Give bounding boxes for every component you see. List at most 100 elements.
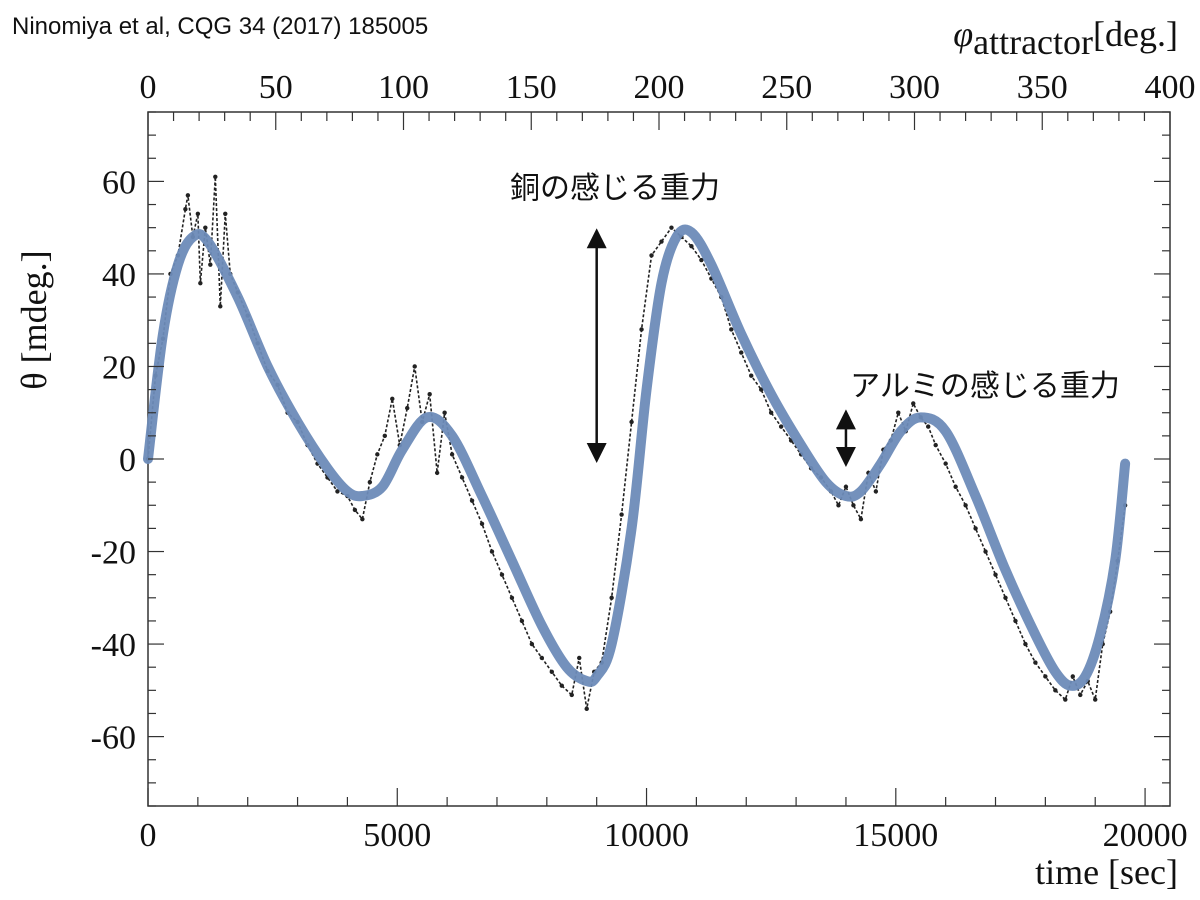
data-point xyxy=(352,507,358,513)
top-axis-unit: [deg.] xyxy=(1093,14,1178,54)
data-point xyxy=(983,549,988,554)
data-point xyxy=(577,655,582,661)
data-point xyxy=(943,461,948,466)
data-point xyxy=(509,595,515,600)
data-point xyxy=(185,193,191,198)
plot-frame xyxy=(147,111,1171,807)
top-tick-label: 200 xyxy=(634,69,685,106)
data-point xyxy=(1070,674,1075,679)
x-tick-label: 20000 xyxy=(1103,817,1188,854)
y-axis: -60 -40 -20 0 20 40 60 xyxy=(91,111,1170,807)
data-point xyxy=(639,327,644,332)
fit-series-line xyxy=(143,224,1131,691)
data-point xyxy=(953,484,958,489)
data-point xyxy=(489,549,495,554)
data-point xyxy=(427,392,432,397)
x-tick-label: 15000 xyxy=(853,817,938,854)
data-point xyxy=(768,410,774,415)
data-point xyxy=(360,516,365,522)
data-point xyxy=(1063,697,1068,702)
citation: Ninomiya et al, CQG 34 (2017) 185005 xyxy=(12,13,428,40)
data-point xyxy=(911,401,916,406)
y-tick-label: 40 xyxy=(102,257,136,294)
data-point xyxy=(609,595,614,600)
data-point xyxy=(619,512,624,517)
data-point xyxy=(469,498,475,503)
x-tick-label: 5000 xyxy=(363,817,431,854)
data-point xyxy=(198,280,203,286)
data-point xyxy=(208,262,213,267)
data-point xyxy=(367,479,373,485)
data-point xyxy=(963,503,968,508)
top-tick-label: 50 xyxy=(259,69,293,106)
data-point xyxy=(1093,697,1098,702)
data-point xyxy=(689,243,694,249)
top-axis-symbol: φ xyxy=(953,14,973,54)
top-tick-label: 350 xyxy=(1017,69,1068,106)
data-point xyxy=(649,253,654,258)
aluminum-gravity-label: アルミの感じる重力 xyxy=(850,369,1120,404)
data-point xyxy=(559,683,564,688)
top-tick-label: 300 xyxy=(889,69,940,106)
copper-gravity-label: 銅の感じる重力 xyxy=(510,171,720,206)
data-point xyxy=(1043,674,1048,679)
data-point xyxy=(584,706,589,712)
data-point xyxy=(223,211,228,216)
x-tick-label: 0 xyxy=(140,817,157,854)
y-tick-label: 60 xyxy=(102,164,136,201)
x-axis-title: time [sec] xyxy=(1035,852,1178,892)
data-point xyxy=(659,239,664,244)
top-tick-label: 150 xyxy=(506,69,557,106)
data-point xyxy=(1078,692,1083,698)
y-tick-label: 20 xyxy=(102,349,136,386)
data-point xyxy=(933,442,938,448)
data-point xyxy=(729,327,734,332)
data-point xyxy=(926,424,931,429)
data-point xyxy=(749,373,754,378)
data-point xyxy=(213,174,218,179)
top-tick-label: 0 xyxy=(140,69,157,106)
y-tick-label: -40 xyxy=(91,627,136,664)
data-point xyxy=(195,211,201,216)
data-point xyxy=(569,692,574,698)
y-axis-title: θ [mdeg.] xyxy=(14,250,54,389)
data-point xyxy=(382,433,388,439)
fit-layer xyxy=(143,224,1131,691)
data-point xyxy=(519,618,525,624)
data-point xyxy=(405,405,410,411)
data-point xyxy=(529,641,535,647)
data-point xyxy=(669,225,674,230)
data-point xyxy=(434,470,440,476)
data-point xyxy=(836,503,841,508)
y-tick-label: -60 xyxy=(91,720,136,757)
data-point xyxy=(183,206,188,212)
data-point xyxy=(203,225,208,230)
data-point xyxy=(499,572,505,577)
data-point xyxy=(873,489,879,494)
top-axis-title: φattractor[deg.] xyxy=(953,14,1178,62)
top-axis: 0 50 100 150 200 250 300 350 400 xyxy=(140,69,1196,130)
data-point xyxy=(390,396,395,402)
data-point xyxy=(699,257,704,263)
top-axis-subscript: attractor xyxy=(973,22,1093,62)
data-point xyxy=(778,424,784,429)
y-tick-label: 0 xyxy=(119,442,136,479)
top-tick-label: 400 xyxy=(1145,69,1196,106)
data-point xyxy=(335,489,340,494)
data-point xyxy=(1023,641,1028,647)
data-point xyxy=(1003,595,1008,600)
data-point xyxy=(851,503,856,508)
x-axis: 0 5000 10000 15000 20000 xyxy=(140,788,1188,854)
data-point xyxy=(739,350,744,355)
data-point xyxy=(375,452,380,457)
data-point xyxy=(1013,618,1018,624)
data-point xyxy=(218,304,223,309)
data-point xyxy=(479,521,485,526)
data-point xyxy=(759,387,764,392)
data-point xyxy=(449,452,455,457)
data-point xyxy=(1053,688,1058,693)
data-point xyxy=(858,516,864,522)
data-point xyxy=(539,655,545,661)
y-tick-label: -20 xyxy=(91,535,136,572)
